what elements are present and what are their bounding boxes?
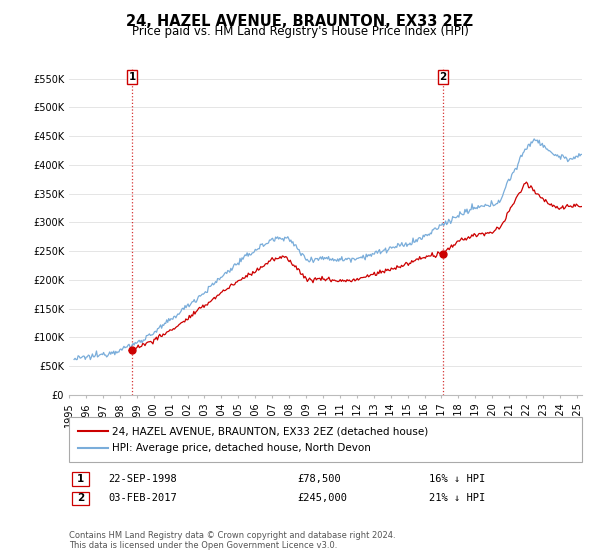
- Text: 16% ↓ HPI: 16% ↓ HPI: [429, 474, 485, 484]
- Text: Contains HM Land Registry data © Crown copyright and database right 2024.
This d: Contains HM Land Registry data © Crown c…: [69, 530, 395, 550]
- Text: 22-SEP-1998: 22-SEP-1998: [108, 474, 177, 484]
- Text: Price paid vs. HM Land Registry's House Price Index (HPI): Price paid vs. HM Land Registry's House …: [131, 25, 469, 38]
- Text: 2: 2: [439, 72, 446, 82]
- Text: £245,000: £245,000: [297, 493, 347, 503]
- Text: 03-FEB-2017: 03-FEB-2017: [108, 493, 177, 503]
- Text: 1: 1: [128, 72, 136, 82]
- Text: £78,500: £78,500: [297, 474, 341, 484]
- Text: 2: 2: [77, 493, 84, 503]
- Text: 21% ↓ HPI: 21% ↓ HPI: [429, 493, 485, 503]
- Text: 24, HAZEL AVENUE, BRAUNTON, EX33 2EZ: 24, HAZEL AVENUE, BRAUNTON, EX33 2EZ: [127, 14, 473, 29]
- Text: 24, HAZEL AVENUE, BRAUNTON, EX33 2EZ (detached house): 24, HAZEL AVENUE, BRAUNTON, EX33 2EZ (de…: [112, 426, 428, 436]
- Text: HPI: Average price, detached house, North Devon: HPI: Average price, detached house, Nort…: [112, 443, 371, 453]
- Text: 1: 1: [77, 474, 84, 484]
